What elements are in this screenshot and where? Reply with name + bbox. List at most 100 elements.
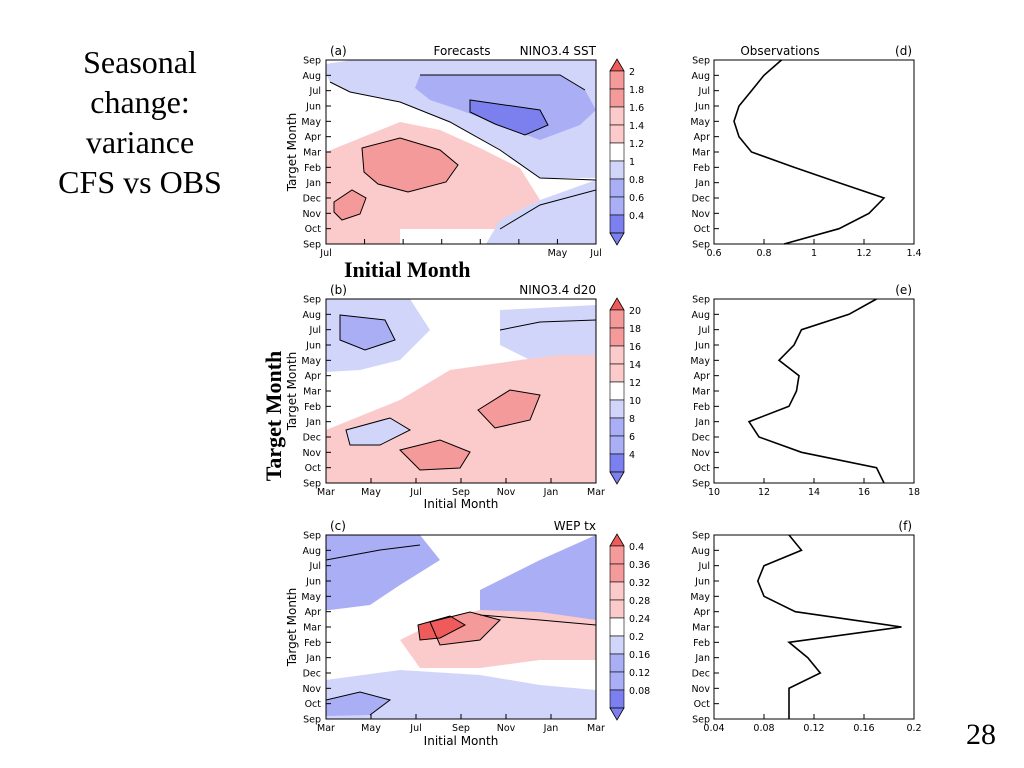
colorbar-label: 10 — [629, 396, 641, 407]
y-tick-label: Feb — [693, 402, 710, 413]
colorbar-label: 0.32 — [629, 578, 650, 589]
title-a: Forecasts — [433, 44, 490, 58]
y-tick-label: Apr — [694, 371, 711, 382]
y-tick-label: Jan — [305, 417, 321, 428]
y-tick-label: Sep — [692, 295, 710, 306]
y-tick-label: May — [301, 117, 321, 128]
y-tick-label: Jul — [698, 561, 710, 572]
y-tick-label: Sep — [692, 715, 710, 726]
y-tick-label: Jul — [309, 86, 321, 97]
title-line: Seasonal — [83, 44, 197, 80]
y-tick-label: Nov — [302, 684, 321, 695]
y-tick-label: Sep — [692, 531, 710, 542]
y-tick-label: Aug — [302, 546, 321, 557]
x-tick-label: 1.4 — [906, 248, 921, 259]
blue-region-c2 — [480, 535, 596, 625]
y-tick-label: May — [690, 592, 710, 603]
y-tick-label: Apr — [305, 607, 322, 618]
page-number: 28 — [966, 718, 996, 751]
colorbar-segment — [609, 178, 625, 198]
panel-label-c: (c) — [330, 519, 346, 533]
x-tick-label: May — [361, 723, 381, 734]
colorbar-label: 18 — [629, 324, 641, 335]
blue-region-a4 — [486, 180, 596, 244]
colorbar-segment — [609, 160, 625, 180]
x-tick-label: May — [361, 487, 381, 498]
x-tick-label: 16 — [858, 487, 870, 498]
y-tick-label: Apr — [694, 607, 711, 618]
x-tick-label: Mar — [317, 487, 335, 498]
colorbar-top-arrow — [609, 533, 625, 547]
x-tick-label: Jan — [543, 487, 559, 498]
y-tick-label: Jan — [694, 653, 710, 664]
colorbar-segment — [609, 689, 625, 709]
x-tick-label: Jan — [543, 723, 559, 734]
colorbar-segment — [609, 617, 625, 637]
colorbar-segment — [609, 435, 625, 455]
y-tick-label: Mar — [692, 148, 710, 159]
y-tick-label: Aug — [302, 310, 321, 321]
colorbar-label: 0.4 — [629, 542, 644, 553]
x-tick-label: 1 — [811, 248, 817, 259]
y-tick-label: Apr — [305, 132, 322, 143]
colorbar-segment — [609, 214, 625, 234]
y-tick-label: May — [690, 117, 710, 128]
x-tick-label: Jul — [319, 248, 331, 259]
y-tick-label: Dec — [692, 669, 710, 680]
y-tick-label: Sep — [692, 56, 710, 67]
observation-lines — [733, 59, 902, 719]
colorbar-label: 0.6 — [629, 193, 644, 204]
slide-title: Seasonal change: variance CFS vs OBS — [40, 42, 240, 202]
y-tick-label: Feb — [693, 163, 710, 174]
ylabel-b: Target Month — [285, 352, 299, 432]
y-tick-label: Oct — [305, 224, 322, 235]
colorbar-label: 0.36 — [629, 560, 650, 571]
x-tick-label: Nov — [497, 487, 516, 498]
y-tick-label: Mar — [692, 387, 710, 398]
colorbar-segment — [609, 581, 625, 601]
colorbar-bottom-arrow — [609, 232, 625, 246]
blue-region-c4 — [326, 692, 390, 716]
x-tick-label: 18 — [908, 487, 920, 498]
field-b: NINO3.4 d20 — [519, 283, 596, 297]
y-tick-label: Mar — [303, 623, 321, 634]
y-tick-label: Jan — [694, 417, 710, 428]
y-tick-label: Jun — [305, 102, 321, 113]
y-tick-label: Oct — [694, 463, 711, 474]
colorbar-label: 1 — [629, 157, 635, 168]
y-tick-label: Jun — [305, 577, 321, 588]
blue-region-c3 — [326, 670, 596, 719]
colorbar-segment — [609, 563, 625, 583]
colorbar-label: 0.16 — [629, 650, 650, 661]
colorbar-label: 6 — [629, 432, 635, 443]
y-tick-label: Oct — [694, 699, 711, 710]
colorbar-segment — [609, 453, 625, 473]
y-tick-label: Nov — [691, 448, 710, 459]
x-tick-label: 0.2 — [906, 723, 921, 734]
title-d: Observations — [740, 44, 819, 58]
ylabel-a: Target Month — [285, 113, 299, 193]
colorbar-segment — [609, 327, 625, 347]
colorbar-top-arrow — [609, 297, 625, 311]
y-tick-label: Sep — [692, 479, 710, 490]
blue-region-b2 — [340, 315, 395, 350]
colorbar-label: 1.6 — [629, 103, 644, 114]
title-line: change: — [90, 84, 190, 120]
y-tick-label: Feb — [304, 402, 321, 413]
colorbar-segment — [609, 381, 625, 401]
y-tick-label: Jul — [309, 561, 321, 572]
colorbar-label: 12 — [629, 378, 641, 389]
y-tick-label: Jun — [305, 341, 321, 352]
overlay-initial-month: Initial Month — [344, 257, 471, 282]
y-tick-label: Jun — [694, 577, 710, 588]
line-f-frame — [713, 534, 915, 720]
y-tick-label: Feb — [304, 163, 321, 174]
y-tick-label: Oct — [305, 699, 322, 710]
y-tick-label: Feb — [693, 638, 710, 649]
colorbar-segment — [609, 399, 625, 419]
colorbar-segment — [609, 70, 625, 90]
panel-label-d: (d) — [895, 44, 912, 58]
title-line: variance — [85, 124, 195, 160]
contour-lines-b — [339, 314, 596, 471]
y-tick-label: Jul — [698, 325, 710, 336]
